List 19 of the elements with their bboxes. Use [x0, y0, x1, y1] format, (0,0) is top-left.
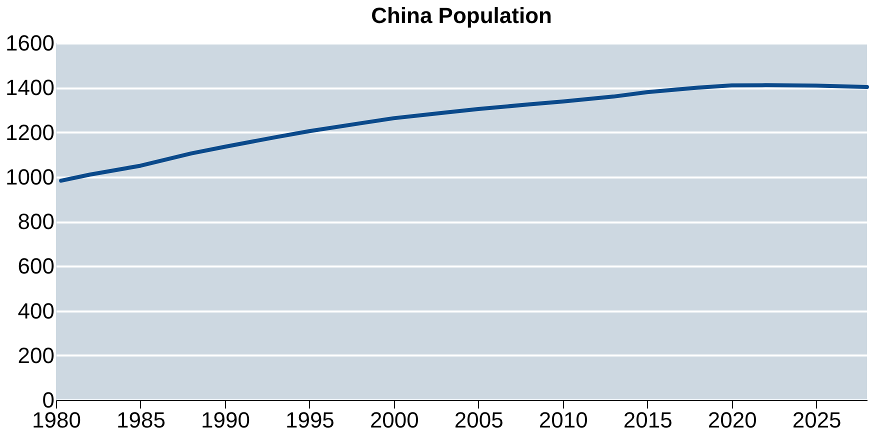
y-tick-label: 800	[18, 209, 54, 234]
y-tick-label: 1200	[6, 120, 54, 145]
y-tick-label: 200	[18, 342, 54, 368]
x-tick-label: 2015	[623, 408, 672, 432]
y-tick-label: 600	[18, 254, 54, 279]
x-tick-label: 2005	[454, 408, 504, 432]
x-tick-label: 2020	[708, 408, 757, 432]
x-tick-label: 1995	[285, 408, 334, 432]
x-tick-label: 2000	[370, 408, 419, 432]
y-tick-label: 1400	[6, 75, 54, 100]
y-tick-label: 1600	[6, 30, 54, 56]
chart-title: China Population	[371, 3, 552, 28]
x-tick-label: 2025	[792, 408, 842, 432]
x-tick-label: 1990	[200, 408, 250, 432]
line-series	[59, 83, 869, 183]
y-tick-label: 1000	[6, 164, 54, 190]
x-tick-label: 2010	[538, 408, 588, 432]
y-tick-label: 400	[18, 298, 54, 324]
x-tick-label: 1985	[116, 408, 166, 432]
